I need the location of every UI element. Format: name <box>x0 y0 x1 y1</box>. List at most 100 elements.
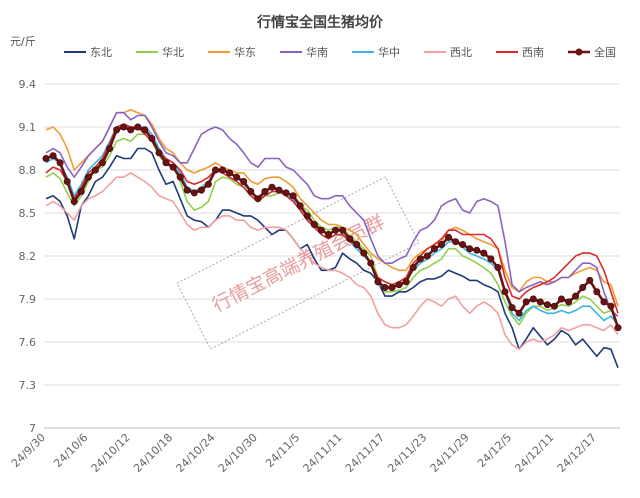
data-point <box>550 302 558 310</box>
data-point <box>586 276 594 284</box>
series-line-华东 <box>45 109 619 307</box>
data-point <box>91 166 99 174</box>
data-point <box>169 163 177 171</box>
y-tick-label: 9.1 <box>19 121 37 134</box>
data-point <box>296 202 304 210</box>
data-point <box>501 288 509 296</box>
x-tick-label: 24/11/29 <box>428 431 472 475</box>
data-point <box>310 221 318 229</box>
data-point <box>459 241 467 249</box>
series-line-华北 <box>45 133 619 326</box>
series-line-西南 <box>45 123 619 314</box>
x-tick-label: 24/12/5 <box>475 431 514 470</box>
legend-label: 华北 <box>162 45 184 59</box>
x-tick-label: 24/10/24 <box>173 431 217 475</box>
data-point <box>261 188 269 196</box>
data-point <box>565 298 573 306</box>
data-point <box>324 231 332 239</box>
y-tick-label: 7.6 <box>19 336 37 349</box>
data-point <box>360 249 368 257</box>
legend-marker <box>575 48 583 56</box>
data-point <box>219 166 227 174</box>
data-point <box>416 255 424 263</box>
data-point <box>275 186 283 194</box>
x-tick-label: 24/11/5 <box>263 431 302 470</box>
y-tick-label: 8.2 <box>19 250 37 263</box>
y-tick-label: 7.9 <box>19 293 37 306</box>
data-point <box>374 278 382 286</box>
data-point <box>444 233 452 241</box>
legend: 东北 华北 华东 华南 华中 西北 西南 全国 <box>64 45 616 59</box>
series-line-全国 <box>45 125 620 329</box>
legend-label: 华南 <box>306 45 328 59</box>
data-point <box>381 283 389 291</box>
y-tick-label: 8.8 <box>19 164 37 177</box>
data-point <box>148 135 156 143</box>
data-point <box>480 249 488 257</box>
data-point <box>240 178 248 186</box>
data-point <box>303 212 311 220</box>
data-point <box>282 189 290 197</box>
data-point <box>63 178 71 186</box>
data-point <box>430 245 438 253</box>
data-point <box>409 263 417 271</box>
data-point <box>317 226 325 234</box>
legend-label: 西北 <box>450 46 472 59</box>
data-point <box>607 302 615 310</box>
data-point <box>106 145 114 153</box>
data-point <box>331 226 339 234</box>
data-point <box>183 186 191 194</box>
data-point <box>593 288 601 296</box>
series-line-华南 <box>45 111 619 317</box>
data-point <box>226 169 234 177</box>
data-point <box>515 309 523 317</box>
x-tick-label: 24/12/17 <box>555 431 599 475</box>
data-point <box>212 166 220 174</box>
series-line-东北 <box>45 147 619 369</box>
data-point <box>339 226 347 234</box>
data-point <box>254 195 262 203</box>
data-point <box>70 198 78 206</box>
chart-title: 行情宝全国生猪均价 <box>256 14 384 31</box>
x-tick-label: 24/12/11 <box>512 431 556 475</box>
data-point <box>197 186 205 194</box>
data-point <box>113 126 121 134</box>
data-point <box>204 180 212 188</box>
data-point <box>494 263 502 271</box>
data-point <box>473 246 481 254</box>
data-point <box>536 298 544 306</box>
data-point <box>572 292 580 300</box>
series-line-西北 <box>45 172 619 350</box>
data-point <box>120 123 128 131</box>
data-point <box>600 298 608 306</box>
data-point <box>99 159 107 167</box>
data-point <box>233 173 241 181</box>
data-point <box>402 278 410 286</box>
legend-label: 西南 <box>522 46 544 59</box>
data-point <box>42 155 50 163</box>
data-point <box>56 159 64 167</box>
legend-label: 全国 <box>594 45 616 59</box>
data-point <box>162 159 170 167</box>
x-tick-label: 24/10/6 <box>51 431 90 470</box>
y-tick-label: 7.3 <box>19 379 37 392</box>
watermark-text: 行情宝高端养殖会员群 <box>209 211 388 317</box>
data-point <box>557 295 565 303</box>
data-point <box>346 235 354 243</box>
gridlines <box>44 83 620 429</box>
legend-label: 东北 <box>90 46 112 59</box>
data-point <box>437 241 445 249</box>
data-point <box>268 183 276 191</box>
data-point <box>508 304 516 312</box>
y-axis-unit-label: 元/斤 <box>10 35 36 48</box>
y-tick-label: 9.4 <box>19 78 37 91</box>
data-point <box>176 173 184 181</box>
x-tick-label: 24/11/17 <box>343 431 387 475</box>
data-point <box>614 324 622 332</box>
data-point <box>423 252 431 260</box>
x-tick-label: 24/10/30 <box>216 431 260 475</box>
data-point <box>452 238 460 246</box>
x-tick-label: 24/9/30 <box>9 431 48 470</box>
